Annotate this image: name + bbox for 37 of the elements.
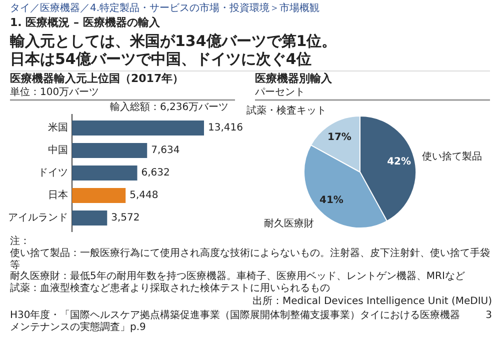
bar <box>72 210 108 226</box>
y-tick-label: 米国 <box>48 122 68 134</box>
bar <box>72 166 138 180</box>
data-label: 7,634 <box>151 145 180 156</box>
chart-subtitle: 単位：100万バーツ <box>10 87 100 98</box>
text: 耐久医療財：最低5年の耐用年数を持つ医療機器。車椅子、医療用ベッド、レントゲン機器、MRIなど <box>10 271 466 282</box>
text: H30年度・「国際ヘルスケア拠点構築促進事業（国際展開体制整備支援事業）タイにおける医療機器メンテナンスの実態調査」p.9 <box>10 310 462 333</box>
chart-title: 医療機器別輸入 <box>255 72 332 86</box>
chart-subtitle: パーセント <box>255 87 305 98</box>
data-label: 17% <box>328 132 352 144</box>
data-label: 42% <box>387 156 412 168</box>
y-tick-label: アイルランド <box>8 212 68 224</box>
chart-title: 医療機器輸入元上位国（2017年） <box>10 72 184 86</box>
text: タイ／医療機器／4.特定製品・サービスの市場・投資環境＞市場概観 <box>10 3 320 14</box>
data-label: 5,448 <box>130 190 158 202</box>
text: 輸入総額：6,236万バーツ <box>110 102 229 114</box>
text: 使い捨て製品：一般医療行為にて使用され高度な技術によらないもの。注射器、皮下注射針、使い捨て手袋等 <box>10 248 491 270</box>
bar <box>72 188 126 203</box>
text: 日本は54億バーツで中国、ドイツに次ぐ4位 <box>10 50 312 68</box>
y-tick-label: 中国 <box>48 144 68 156</box>
slice-label: 試薬・検査キット <box>246 104 326 116</box>
data-label: 3,572 <box>111 212 140 224</box>
text: 試薬：血液型検査など患者より採取された検体テストに用いられるもの <box>10 283 331 294</box>
text: 注： <box>10 236 31 248</box>
data-label: 41% <box>320 195 344 206</box>
slice-label: 耐久医療財 <box>264 218 314 230</box>
text: 1. 医療概況 – 医療機器の輸入 <box>10 16 160 30</box>
text: 出所：Medical Devices Intelligence Unit (MeDIU) <box>252 296 492 308</box>
data-label: 6,632 <box>141 168 170 179</box>
y-tick-label: 日本 <box>48 189 68 202</box>
bar <box>72 120 204 136</box>
slice-label: 使い捨て製品 <box>422 150 482 162</box>
text: 3 <box>486 310 492 322</box>
bar <box>72 143 148 158</box>
text: 輸入元としては、米国が134億バーツで第1位。 <box>10 32 337 50</box>
y-tick-label: ドイツ <box>38 168 68 179</box>
data-label: 13,416 <box>208 122 243 134</box>
